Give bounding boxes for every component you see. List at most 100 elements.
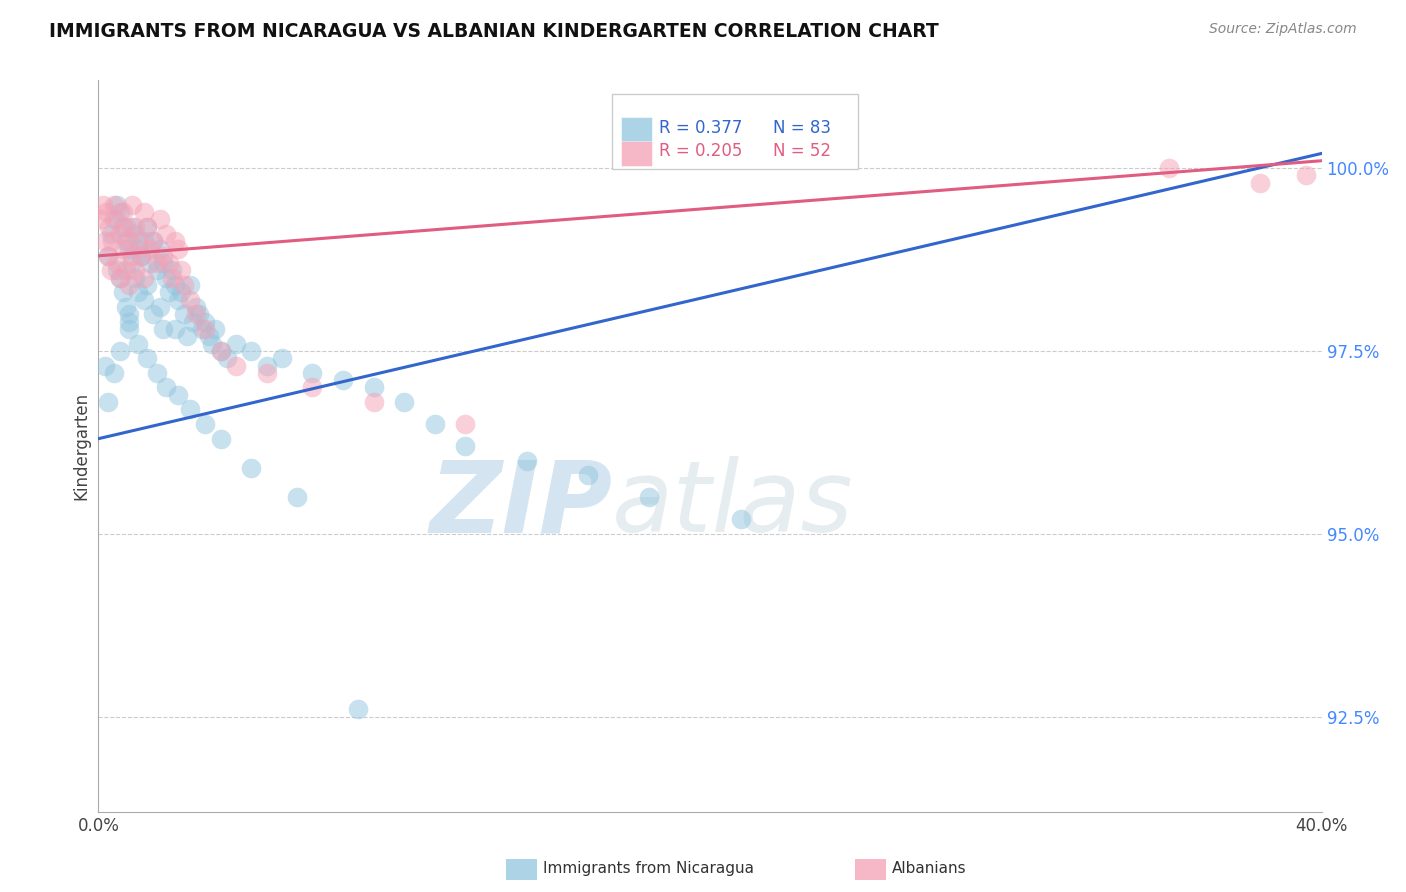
Point xyxy=(108,270,131,285)
Point xyxy=(197,329,219,343)
Point xyxy=(145,263,167,277)
Point xyxy=(136,219,159,234)
Point xyxy=(142,234,165,248)
Point xyxy=(332,373,354,387)
Point xyxy=(170,263,193,277)
Point xyxy=(118,315,141,329)
Point xyxy=(454,417,477,431)
Point xyxy=(160,263,183,277)
Point xyxy=(134,270,156,285)
Point xyxy=(194,322,217,336)
Point xyxy=(129,249,152,263)
Point xyxy=(118,234,141,248)
Point xyxy=(115,219,138,234)
Point xyxy=(240,461,263,475)
Point xyxy=(179,293,201,307)
Point xyxy=(240,343,263,358)
Point xyxy=(186,307,208,321)
Point xyxy=(204,322,226,336)
Point xyxy=(100,263,122,277)
Point xyxy=(105,197,128,211)
Point xyxy=(152,256,174,270)
Point xyxy=(94,205,117,219)
Point xyxy=(118,242,141,256)
Point xyxy=(215,351,238,366)
Point xyxy=(108,205,131,219)
Point xyxy=(152,249,174,263)
Text: ZIP: ZIP xyxy=(429,456,612,553)
Point xyxy=(188,307,211,321)
Point xyxy=(516,453,538,467)
Point xyxy=(163,234,186,248)
Point xyxy=(160,270,183,285)
Point xyxy=(256,359,278,373)
Point xyxy=(121,256,143,270)
Point xyxy=(101,234,124,248)
Point xyxy=(121,249,143,263)
Point xyxy=(111,219,134,234)
Point xyxy=(136,278,159,293)
Point xyxy=(149,212,172,227)
Point xyxy=(209,343,232,358)
Point xyxy=(1295,169,1317,183)
Point xyxy=(139,242,162,256)
Point xyxy=(179,278,201,293)
Point xyxy=(124,227,146,241)
Point xyxy=(98,219,121,234)
Text: Albanians: Albanians xyxy=(891,862,966,876)
Point xyxy=(124,219,146,234)
Point xyxy=(576,468,599,483)
Point xyxy=(454,439,477,453)
Point xyxy=(301,366,323,380)
Point xyxy=(152,322,174,336)
Point xyxy=(179,402,201,417)
Point xyxy=(157,256,180,270)
Point xyxy=(97,249,120,263)
Point xyxy=(136,351,159,366)
Point xyxy=(149,242,172,256)
Point xyxy=(97,249,120,263)
Point xyxy=(301,380,323,394)
Y-axis label: Kindergarten: Kindergarten xyxy=(72,392,90,500)
Point xyxy=(121,197,143,211)
Point xyxy=(145,256,167,270)
Point xyxy=(167,293,190,307)
Point xyxy=(730,512,752,526)
Point xyxy=(176,329,198,343)
Point xyxy=(127,285,149,300)
Point xyxy=(103,212,125,227)
Point xyxy=(155,380,177,394)
Point xyxy=(127,336,149,351)
Point xyxy=(115,234,138,248)
Point xyxy=(392,395,416,409)
Point xyxy=(186,300,208,314)
Point xyxy=(97,395,120,409)
Point xyxy=(118,278,141,293)
Text: R = 0.205: R = 0.205 xyxy=(659,143,742,161)
Point xyxy=(115,263,138,277)
Point xyxy=(103,366,125,380)
Point xyxy=(111,242,134,256)
Point xyxy=(194,315,217,329)
Point xyxy=(423,417,446,431)
Text: Immigrants from Nicaragua: Immigrants from Nicaragua xyxy=(543,862,754,876)
Point xyxy=(225,359,247,373)
Point xyxy=(93,359,115,373)
Point xyxy=(256,366,278,380)
Point xyxy=(173,278,195,293)
Point xyxy=(194,417,217,431)
Point xyxy=(173,307,195,321)
Point xyxy=(134,293,156,307)
Point xyxy=(93,234,115,248)
Point xyxy=(167,242,190,256)
Point xyxy=(139,256,162,270)
Point xyxy=(115,300,138,314)
Point xyxy=(105,263,128,277)
Point xyxy=(209,432,232,446)
Point xyxy=(124,263,146,277)
Point xyxy=(145,366,167,380)
Text: R = 0.377: R = 0.377 xyxy=(659,119,742,136)
Point xyxy=(134,205,156,219)
Point xyxy=(103,197,125,211)
Point xyxy=(155,227,177,241)
